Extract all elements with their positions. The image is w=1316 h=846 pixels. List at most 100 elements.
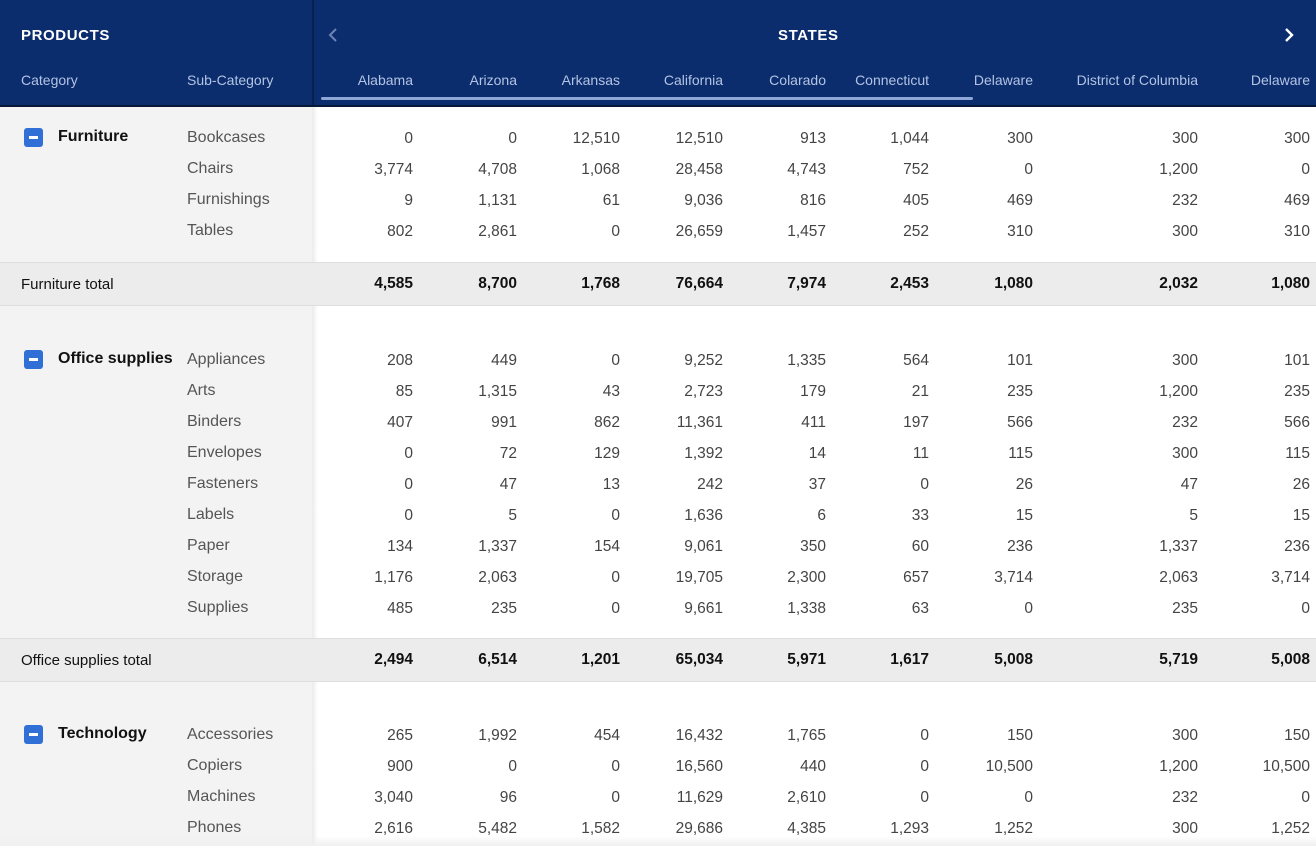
value-cell: 16,432 <box>675 727 723 744</box>
state-column-header[interactable]: Colarado <box>769 72 826 88</box>
category-column-header[interactable]: Category <box>21 72 78 88</box>
chevron-right-icon[interactable] <box>1282 24 1300 46</box>
value-cell: 3,714 <box>1271 569 1310 586</box>
subtotal-cell: 2,494 <box>374 651 413 668</box>
subcategory-label: Chairs <box>187 160 234 177</box>
value-cell: 469 <box>1284 192 1310 209</box>
state-column-header[interactable]: California <box>663 72 723 88</box>
value-cell: 816 <box>800 192 826 209</box>
subcategory-label: Phones <box>187 819 242 836</box>
value-cell: 300 <box>1172 820 1198 837</box>
value-cell: 300 <box>1172 223 1198 240</box>
value-cell: 235 <box>1007 383 1033 400</box>
value-cell: 0 <box>611 223 620 240</box>
value-cell: 63 <box>911 600 929 617</box>
value-cell: 1,337 <box>1159 538 1198 555</box>
subcategory-label: Copiers <box>187 757 243 774</box>
value-cell: 134 <box>387 538 413 555</box>
value-cell: 1,636 <box>684 507 723 524</box>
value-cell: 29,686 <box>675 820 723 837</box>
collapse-toggle-icon[interactable] <box>24 128 43 147</box>
value-cell: 10,500 <box>1262 758 1310 775</box>
subtotal-cell: 5,971 <box>787 651 826 668</box>
value-cell: 16,560 <box>675 758 723 775</box>
value-cell: 96 <box>499 789 517 806</box>
state-column-header[interactable]: Arkansas <box>561 72 620 88</box>
subcategory-label: Arts <box>187 382 216 399</box>
value-cell: 72 <box>499 445 517 462</box>
collapse-toggle-icon[interactable] <box>24 725 43 744</box>
value-cell: 21 <box>911 383 929 400</box>
value-cell: 0 <box>508 758 517 775</box>
value-cell: 0 <box>611 789 620 806</box>
state-column-header[interactable]: Alabama <box>357 72 413 88</box>
value-cell: 4,743 <box>787 161 826 178</box>
subtotal-label: Furniture total <box>21 276 114 293</box>
value-cell: 15 <box>1292 507 1310 524</box>
subtotal-cell: 8,700 <box>478 275 517 292</box>
value-cell: 9,036 <box>684 192 723 209</box>
value-cell: 900 <box>387 758 413 775</box>
value-cell: 300 <box>1172 352 1198 369</box>
state-column-header[interactable]: Delaware <box>973 72 1033 88</box>
value-cell: 1,992 <box>478 727 517 744</box>
value-cell: 1,068 <box>581 161 620 178</box>
value-cell: 0 <box>1024 789 1033 806</box>
value-cell: 0 <box>611 600 620 617</box>
value-cell: 208 <box>387 352 413 369</box>
value-cell: 197 <box>903 414 929 431</box>
subcategory-label: Storage <box>187 568 244 585</box>
value-cell: 0 <box>611 569 620 586</box>
subcategory-label: Accessories <box>187 726 274 743</box>
value-cell: 300 <box>1172 130 1198 147</box>
value-cell: 1,338 <box>787 600 826 617</box>
value-cell: 47 <box>1180 476 1198 493</box>
value-cell: 232 <box>1172 192 1198 209</box>
value-cell: 0 <box>404 476 413 493</box>
subtotal-cell: 1,201 <box>581 651 620 668</box>
value-cell: 2,723 <box>684 383 723 400</box>
value-cell: 300 <box>1284 130 1310 147</box>
value-cell: 1,293 <box>890 820 929 837</box>
value-cell: 11,629 <box>676 789 723 806</box>
value-cell: 0 <box>1301 161 1310 178</box>
value-cell: 0 <box>404 507 413 524</box>
subtotal-cell: 1,080 <box>1271 275 1310 292</box>
value-cell: 61 <box>602 192 620 209</box>
value-cell: 1,392 <box>684 445 723 462</box>
value-cell: 60 <box>911 538 929 555</box>
row-header-panel <box>0 107 312 846</box>
value-cell: 26 <box>1292 476 1310 493</box>
value-cell: 1,582 <box>581 820 620 837</box>
header-scroll-indicator[interactable] <box>321 97 973 100</box>
value-cell: 0 <box>611 507 620 524</box>
subcategory-label: Tables <box>187 222 234 239</box>
value-cell: 1,252 <box>1271 820 1310 837</box>
value-cell: 14 <box>808 445 826 462</box>
value-cell: 9,061 <box>684 538 723 555</box>
value-cell: 454 <box>594 727 620 744</box>
pivot-header <box>0 0 1316 106</box>
value-cell: 26 <box>1015 476 1033 493</box>
subtotal-cell: 2,453 <box>890 275 929 292</box>
state-column-header[interactable]: Arizona <box>469 72 517 88</box>
value-cell: 43 <box>602 383 620 400</box>
value-cell: 0 <box>404 130 413 147</box>
subcategory-column-header[interactable]: Sub-Category <box>187 72 274 88</box>
collapse-toggle-icon[interactable] <box>24 350 43 369</box>
value-cell: 5 <box>1189 507 1198 524</box>
category-label: Technology <box>58 725 147 742</box>
state-column-header[interactable]: Delaware <box>1250 72 1310 88</box>
value-cell: 242 <box>697 476 723 493</box>
chevron-left-icon[interactable] <box>326 24 344 46</box>
value-cell: 0 <box>920 789 929 806</box>
value-cell: 310 <box>1284 223 1310 240</box>
value-cell: 310 <box>1007 223 1033 240</box>
value-cell: 3,040 <box>374 789 413 806</box>
value-cell: 28,458 <box>675 161 723 178</box>
value-cell: 15 <box>1015 507 1033 524</box>
state-column-header[interactable]: District of Columbia <box>1076 72 1198 88</box>
state-column-header[interactable]: Connecticut <box>855 72 929 88</box>
value-cell: 115 <box>1285 445 1310 462</box>
value-cell: 2,610 <box>787 789 826 806</box>
